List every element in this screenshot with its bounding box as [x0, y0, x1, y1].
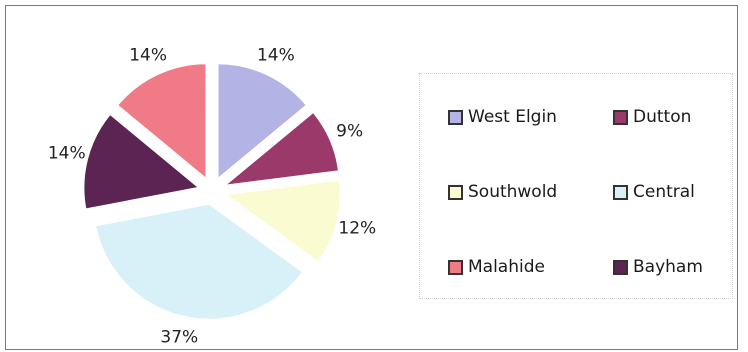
legend-swatch-west-elgin	[448, 109, 463, 125]
pie-label-southwold: 12%	[338, 218, 376, 238]
pie-chart: 14% 9% 12% 37% 14% 14%	[48, 45, 376, 347]
pie-label-bayham: 14%	[48, 144, 86, 164]
legend-item-bayham: Bayham	[613, 257, 703, 277]
legend-item-west-elgin: West Elgin	[448, 107, 557, 127]
chart-frame: 14% 9% 12% 37% 14% 14% West Elgin Dutton Sout…	[5, 5, 738, 350]
pie-slice-southwold	[221, 178, 342, 264]
legend-item-dutton: Dutton	[613, 107, 691, 127]
legend-item-southwold: Southwold	[448, 182, 557, 202]
pie-slice-malahide	[115, 62, 208, 182]
pie-label-west-elgin: 14%	[257, 45, 295, 65]
legend-label-central: Central	[633, 182, 695, 202]
legend-label-west-elgin: West Elgin	[468, 107, 557, 127]
pie-label-dutton: 9%	[336, 121, 363, 141]
legend-swatch-malahide	[448, 259, 463, 275]
legend-label-malahide: Malahide	[468, 257, 545, 277]
pie-label-central: 37%	[160, 327, 198, 347]
pie-slice-west-elgin	[216, 62, 309, 182]
legend-item-central: Central	[613, 182, 695, 202]
pie-slice-bayham	[82, 112, 202, 211]
legend-swatch-southwold	[448, 184, 463, 200]
legend-swatch-central	[613, 184, 628, 200]
legend-swatch-dutton	[613, 109, 628, 125]
legend: West Elgin Dutton Southwold Central Mala…	[419, 73, 733, 299]
pie-slice-dutton	[220, 110, 341, 188]
legend-label-dutton: Dutton	[633, 107, 692, 127]
legend-swatch-bayham	[613, 259, 628, 275]
legend-label-southwold: Southwold	[468, 182, 558, 202]
pie-slices	[82, 62, 342, 321]
legend-item-malahide: Malahide	[448, 257, 545, 277]
pie-slice-central	[94, 202, 305, 321]
legend-label-bayham: Bayham	[633, 257, 703, 277]
pie-labels: 14% 9% 12% 37% 14% 14%	[48, 45, 376, 347]
pie-label-malahide: 14%	[129, 45, 167, 65]
